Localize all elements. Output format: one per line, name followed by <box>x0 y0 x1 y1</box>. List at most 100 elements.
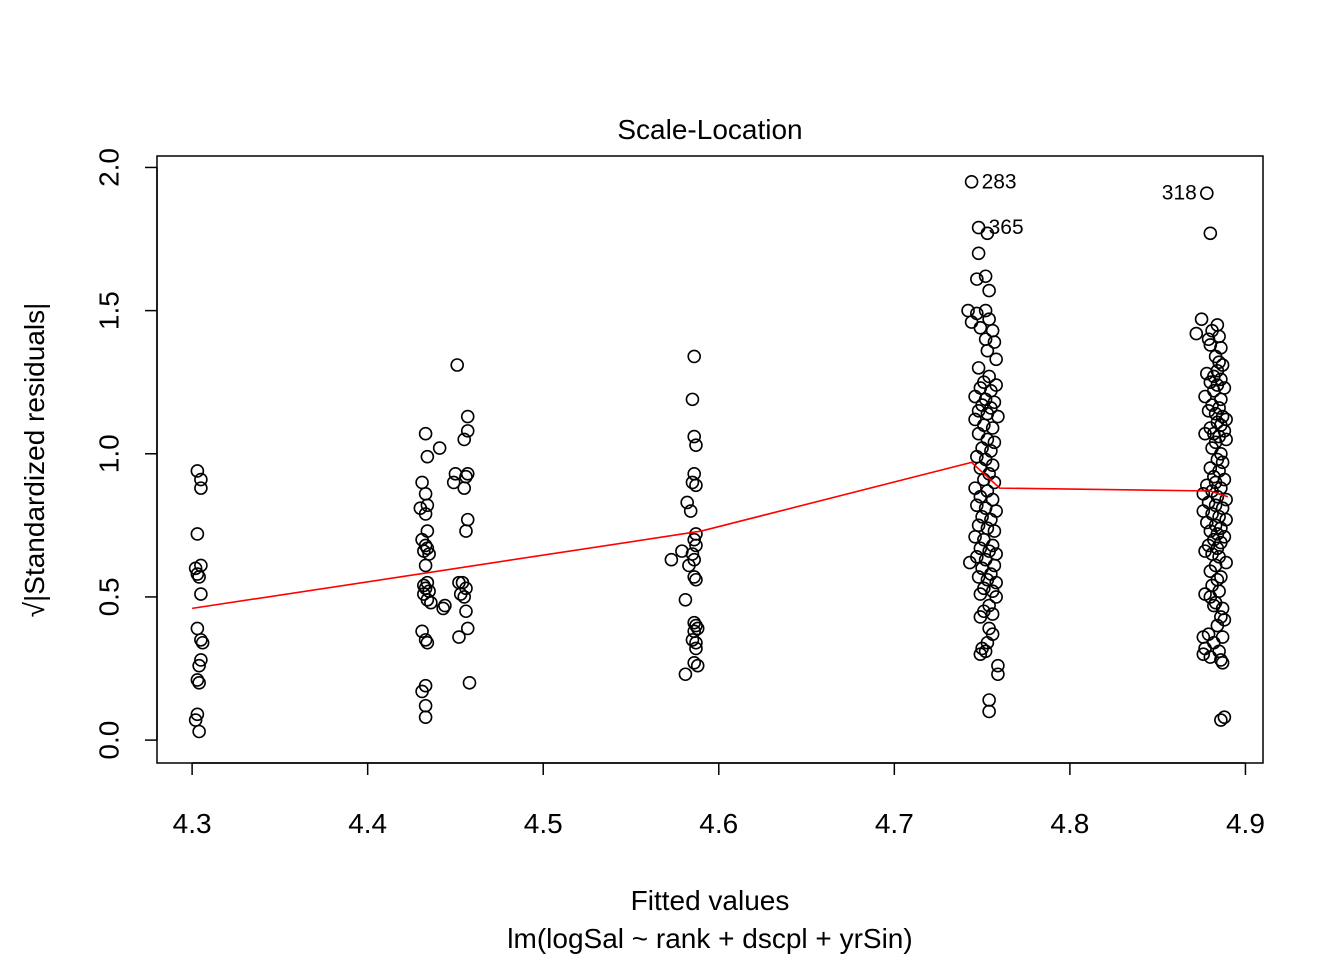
data-point <box>678 592 693 607</box>
data-point <box>680 495 694 510</box>
data-point <box>973 587 988 601</box>
data-point <box>1215 630 1230 644</box>
smoother-line <box>191 461 1229 610</box>
data-point <box>987 524 1002 538</box>
data-point <box>1203 461 1218 475</box>
data-point <box>987 475 1002 490</box>
data-point <box>195 635 210 650</box>
data-point <box>1203 524 1218 538</box>
data-point <box>985 607 1000 621</box>
data-point <box>1200 186 1214 201</box>
data-point <box>1214 653 1228 667</box>
data-point <box>459 581 473 596</box>
data-point <box>418 538 433 553</box>
chart-title: Scale-Location <box>617 114 802 145</box>
data-point <box>1212 644 1226 659</box>
data-point <box>418 710 433 724</box>
data-point <box>1198 426 1212 441</box>
data-point <box>1201 495 1216 510</box>
data-point <box>982 704 996 719</box>
data-point <box>689 635 703 650</box>
data-point <box>975 509 989 524</box>
x-tick-label: 4.6 <box>699 808 738 839</box>
x-tick-label: 4.7 <box>875 808 914 839</box>
data-point <box>1200 515 1214 530</box>
data-point <box>971 426 986 441</box>
data-point <box>664 552 679 567</box>
data-point <box>1214 713 1228 727</box>
data-point <box>457 432 472 447</box>
smoother-line-group <box>191 461 1229 610</box>
data-point <box>460 621 475 636</box>
data-point <box>192 570 206 584</box>
data-point <box>420 449 435 464</box>
data-point <box>420 592 435 607</box>
data-point <box>1210 618 1225 633</box>
x-axis-label: Fitted values <box>631 885 790 916</box>
data-point <box>982 693 996 707</box>
data-point <box>1198 544 1212 558</box>
data-point <box>975 641 989 656</box>
data-point <box>1207 635 1221 650</box>
data-point <box>420 635 435 650</box>
data-point <box>418 558 433 573</box>
data-point <box>690 621 705 636</box>
data-point <box>982 544 996 558</box>
data-point <box>194 653 208 667</box>
data-point <box>1196 647 1211 662</box>
data-point <box>1214 610 1228 624</box>
data-point <box>190 707 205 722</box>
data-point <box>687 532 702 547</box>
y-tick-label: 2.0 <box>94 148 125 187</box>
data-point <box>964 315 979 329</box>
data-point <box>190 567 205 581</box>
data-point <box>980 343 995 358</box>
data-point <box>432 441 447 455</box>
data-point <box>457 590 472 604</box>
y-axis-label: √|Standardized residuals| <box>19 303 50 618</box>
data-point <box>963 555 977 570</box>
data-point <box>194 633 208 647</box>
y-axis: 0.0 0.5 1.0 1.5 2.0 <box>94 148 158 760</box>
data-point <box>980 226 995 241</box>
data-point <box>1203 564 1218 578</box>
data-point <box>970 272 984 286</box>
y-tick-label: 0.0 <box>94 721 125 760</box>
data-point <box>971 220 986 235</box>
data-point <box>1201 404 1216 418</box>
data-point <box>446 475 461 490</box>
data-point <box>685 475 700 490</box>
data-point <box>460 424 475 438</box>
data-point <box>973 541 988 556</box>
data-point <box>457 481 472 495</box>
data-point <box>971 246 986 261</box>
data-point <box>989 352 1003 367</box>
data-point <box>689 478 703 493</box>
data-point <box>971 404 986 418</box>
data-point <box>460 409 475 424</box>
data-point <box>991 667 1005 682</box>
data-point <box>989 575 1003 590</box>
model-formula-subtitle: lm(logSal ~ rank + dscpl + yrSin) <box>507 923 912 954</box>
data-point <box>1189 326 1204 341</box>
data-point <box>462 676 477 690</box>
data-point <box>973 320 988 335</box>
data-point <box>971 361 986 375</box>
data-point <box>194 472 208 487</box>
data-point <box>436 601 450 616</box>
data-point <box>415 624 429 639</box>
data-point <box>459 604 473 619</box>
data-point <box>1217 472 1232 487</box>
data-point <box>460 512 475 527</box>
data-point <box>1198 389 1212 404</box>
data-point <box>418 507 433 521</box>
data-point <box>973 461 988 475</box>
y-axis-label-group: √|Standardized residuals| <box>19 303 50 618</box>
plot-frame <box>156 155 1264 764</box>
data-point <box>192 676 206 690</box>
data-point <box>982 283 996 298</box>
data-point <box>452 630 466 644</box>
data-point <box>985 421 1000 435</box>
data-point <box>690 658 705 673</box>
data-point <box>1203 226 1218 241</box>
